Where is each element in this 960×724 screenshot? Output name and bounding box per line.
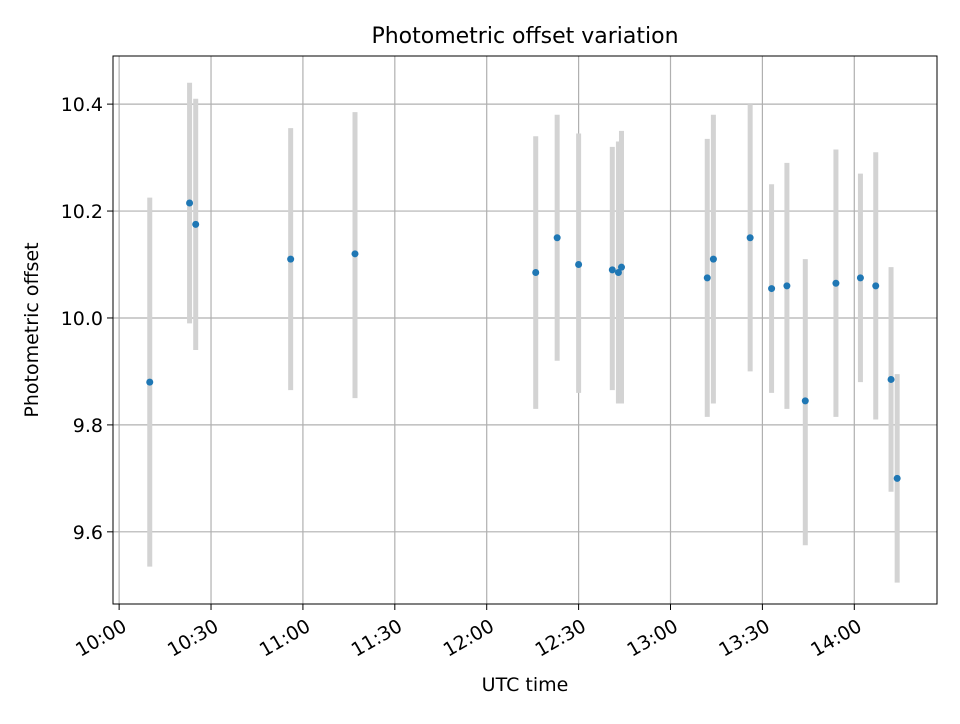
data-point [186, 199, 194, 207]
plot-frame [112, 55, 938, 605]
data-point [746, 234, 754, 242]
x-axis-label: UTC time [482, 674, 569, 696]
data-point [532, 269, 540, 277]
data-point [351, 250, 359, 258]
data-point [287, 255, 295, 263]
data-point [783, 282, 791, 290]
data-point [887, 375, 895, 383]
data-point [893, 474, 901, 482]
data-point [614, 269, 622, 277]
data-point [709, 255, 717, 263]
data-point [608, 266, 616, 274]
y-tick-label: 9.8 [73, 415, 103, 437]
data-point [856, 274, 864, 282]
data-point [575, 261, 583, 269]
y-axis-label: Photometric offset [21, 242, 43, 417]
y-tick-label: 9.6 [73, 522, 103, 544]
data-point [703, 274, 711, 282]
point-layer [146, 199, 901, 482]
y-axis: 9.6 9.8 10.0 10.2 10.4 [61, 94, 113, 544]
data-point [872, 282, 880, 290]
data-point [832, 279, 840, 287]
y-tick-label: 10.0 [61, 308, 103, 330]
chart-title: Photometric offset variation [371, 24, 678, 49]
data-point [768, 285, 776, 293]
data-point [553, 234, 561, 242]
y-tick-label: 10.4 [61, 94, 103, 116]
data-point [192, 220, 200, 228]
y-tick-label: 10.2 [61, 201, 103, 223]
data-point [617, 263, 625, 271]
data-point [146, 378, 154, 386]
data-point [801, 397, 809, 405]
